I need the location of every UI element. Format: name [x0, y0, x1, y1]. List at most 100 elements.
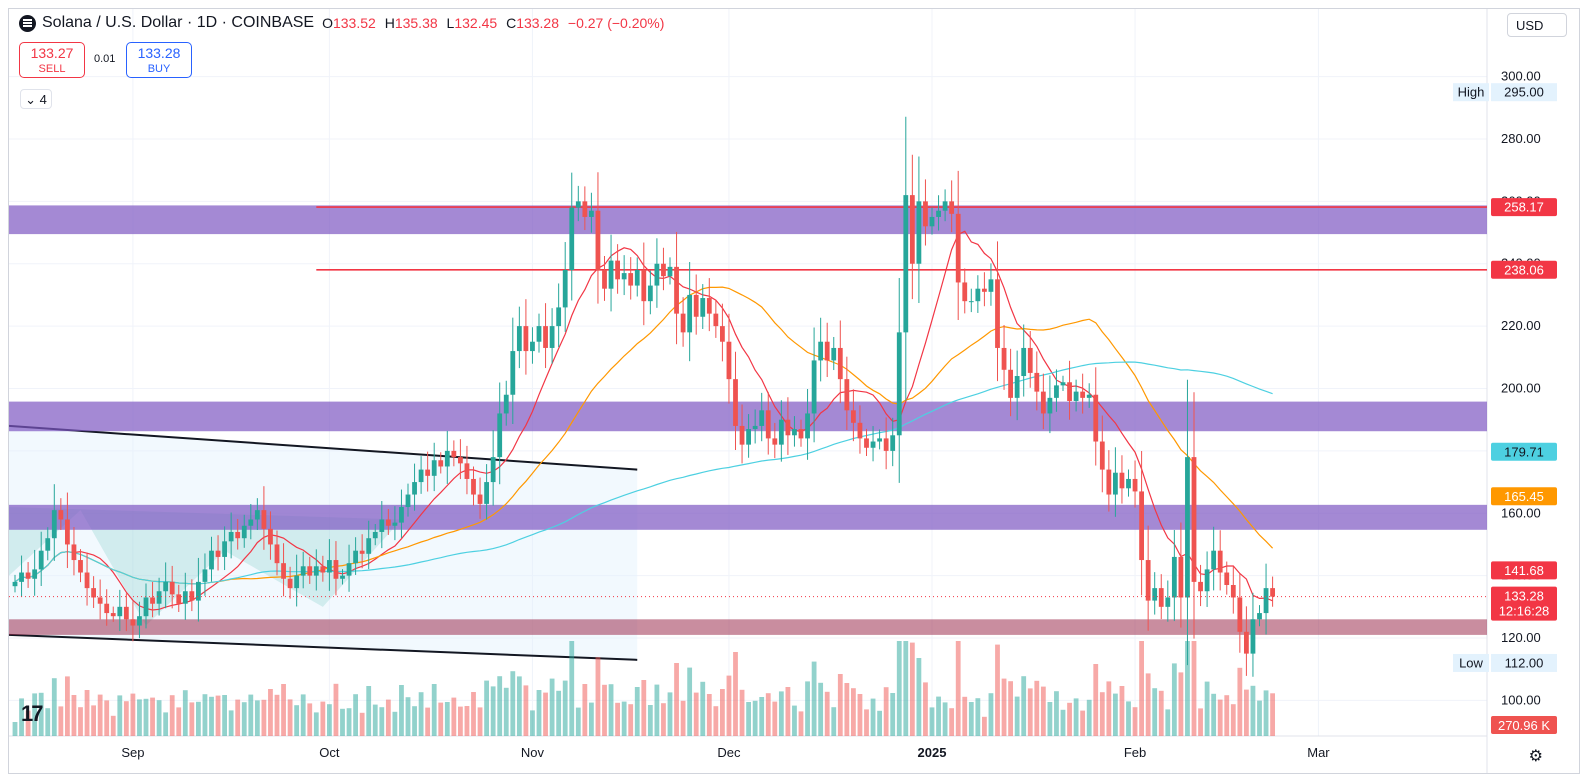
- marker-label-bg: [1453, 83, 1489, 102]
- zone-rect: [9, 205, 1487, 235]
- candle-body: [307, 566, 313, 576]
- buy-button[interactable]: 133.28 BUY: [126, 42, 192, 78]
- y-tick-label: 120.00: [1501, 630, 1541, 645]
- volume-bar: [497, 676, 503, 736]
- candle-body: [1119, 472, 1125, 489]
- volume-bar: [1119, 686, 1125, 736]
- indicators-toggle[interactable]: ⌄ 4: [20, 89, 52, 109]
- gear-icon[interactable]: ⚙: [1528, 748, 1543, 765]
- volume-bar: [516, 676, 522, 736]
- volume-bar: [287, 699, 293, 736]
- volume-bar: [1217, 699, 1223, 736]
- candle-body: [818, 341, 824, 361]
- candle-body: [366, 538, 372, 554]
- candle-body: [1113, 472, 1118, 495]
- volume-bar: [759, 697, 765, 736]
- volume-bar: [1106, 681, 1112, 736]
- x-tick-label: Feb: [1124, 745, 1146, 760]
- volume-bar: [202, 694, 208, 736]
- volume-bar: [765, 693, 771, 736]
- volume-bar: [720, 689, 725, 736]
- candle-body: [628, 273, 634, 286]
- candle-body: [503, 394, 509, 414]
- candle-body: [929, 216, 935, 227]
- candle-body: [706, 298, 712, 314]
- candle-body: [385, 519, 391, 526]
- candle-body: [65, 519, 70, 545]
- x-tick-label: Oct: [319, 745, 340, 760]
- countdown-label: 12:16:28: [1499, 604, 1550, 619]
- volume-bar: [510, 671, 516, 736]
- candle-body: [327, 560, 332, 573]
- volume-bar: [733, 652, 738, 736]
- volume-bar: [1178, 672, 1184, 736]
- volume-bar: [1086, 699, 1092, 736]
- volume-bar: [248, 694, 254, 736]
- candle-body: [595, 210, 601, 270]
- volume-bar: [32, 693, 38, 736]
- extreme-label: Low: [1459, 655, 1483, 670]
- volume-bar: [641, 680, 647, 736]
- volume-bar: [752, 700, 758, 736]
- volume-bar: [1139, 641, 1144, 736]
- candle-body: [1106, 469, 1112, 495]
- extreme-value: 295.00: [1504, 85, 1544, 100]
- volume-bar: [962, 696, 968, 736]
- volume-bar: [1040, 686, 1046, 736]
- symbol-title[interactable]: Solana / U.S. Dollar · 1D · COINBASE: [42, 14, 315, 31]
- candle-body: [621, 273, 627, 280]
- candle-body: [1027, 347, 1033, 373]
- candle-body: [569, 207, 575, 270]
- volume-bar: [536, 690, 542, 736]
- candle-body: [1185, 457, 1190, 598]
- marker-value-bg: [1491, 83, 1557, 102]
- volume-bar: [818, 682, 824, 736]
- candle-body: [268, 528, 273, 545]
- sell-button[interactable]: 133.27 SELL: [19, 42, 85, 78]
- candle-body: [313, 566, 319, 576]
- candle-body: [602, 269, 607, 289]
- volume-bar: [379, 707, 385, 736]
- volume-bar: [1211, 693, 1217, 736]
- volume-bar: [313, 712, 319, 736]
- volume-bar: [1027, 688, 1033, 736]
- volume-bar: [805, 681, 810, 736]
- volume-bar: [1191, 641, 1197, 736]
- volume-bar: [1132, 707, 1138, 736]
- volume-bar: [785, 687, 791, 736]
- volume-bar: [883, 687, 889, 736]
- volume-bar: [254, 700, 260, 736]
- volume-bar: [929, 707, 935, 736]
- volume-bar: [84, 690, 90, 736]
- volume-bar: [654, 684, 660, 736]
- volume-bar: [300, 694, 306, 736]
- volume-bar: [608, 684, 614, 736]
- volume-bar: [137, 699, 142, 736]
- candle-body: [680, 313, 686, 333]
- candle-body: [1152, 588, 1158, 601]
- candle-body: [988, 279, 994, 292]
- candle-body: [353, 550, 358, 564]
- y-tick-label: 200.00: [1501, 381, 1541, 396]
- candle-body: [615, 260, 620, 280]
- currency-select[interactable]: USD: [1507, 13, 1567, 37]
- volume-bar: [1034, 680, 1040, 736]
- price-chart[interactable]: 300.00280.00260.00240.00220.00200.00180.…: [9, 9, 1580, 774]
- volume-bar: [163, 712, 169, 736]
- candle-body: [995, 279, 1000, 348]
- candle-body: [877, 438, 882, 442]
- volume-bar: [824, 691, 830, 736]
- volume-bar: [1224, 695, 1230, 736]
- volume-bar: [451, 697, 457, 736]
- candle-body: [530, 341, 535, 352]
- candle-body: [78, 560, 83, 573]
- volume-bar: [19, 698, 24, 736]
- candle-body: [12, 581, 18, 587]
- candle-body: [674, 266, 679, 314]
- candle-body: [1250, 619, 1256, 654]
- candle-body: [785, 419, 791, 436]
- candle-body: [1086, 394, 1092, 398]
- volume-bar: [543, 692, 548, 736]
- candle-body: [608, 260, 614, 289]
- candle-body: [84, 572, 90, 589]
